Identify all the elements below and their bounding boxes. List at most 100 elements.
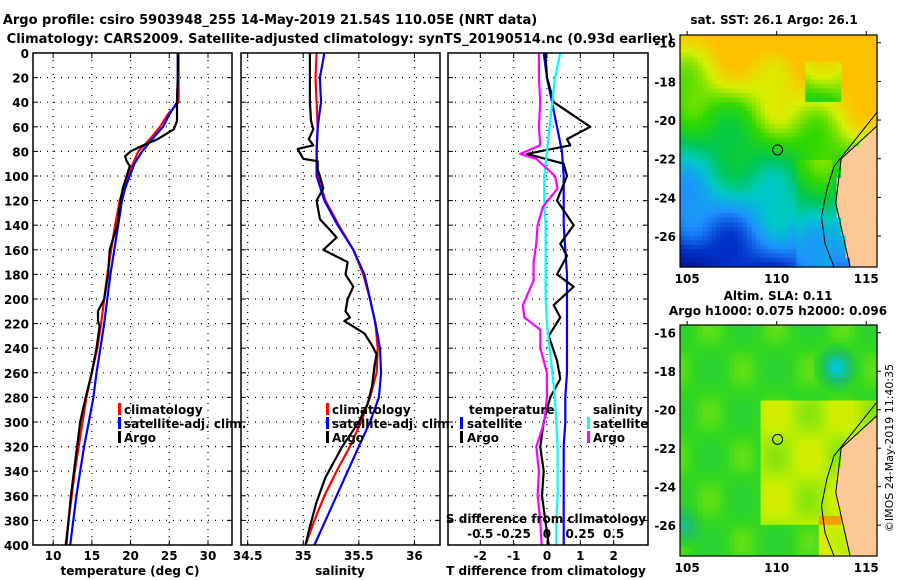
y-tick-label: 0 (21, 47, 29, 61)
credit-text: ©IMOS 24-May-2019 11:40:35 (883, 364, 896, 532)
y-tick-label: 180 (4, 268, 29, 282)
legend-label: Argo (332, 431, 364, 445)
y-tick-label: -26 (654, 519, 676, 533)
y-tick-label: -16 (654, 37, 676, 51)
legend-swatch (326, 431, 329, 443)
temperature-xlabel: temperature (deg C) (61, 564, 200, 578)
series-line-satellite-adj-clim- (313, 52, 383, 546)
coastline (835, 415, 878, 557)
x-tick-label: -1 (507, 549, 520, 563)
secondary-x-tick-label: 0 (543, 527, 551, 541)
y-tick-label: -26 (654, 230, 676, 244)
y-tick-label: 360 (4, 490, 29, 504)
sla-map-title-2: Argo h1000: 0.075 h2000: 0.096 (669, 304, 887, 318)
map-raster (680, 35, 878, 268)
legend-swatch (118, 403, 121, 415)
shelf-contour (820, 112, 878, 268)
x-tick-label: 36 (406, 549, 423, 563)
x-tick-label: 34.5 (233, 549, 263, 563)
map-frame (679, 324, 878, 557)
legend-swatch (587, 417, 590, 429)
plot-frame (447, 52, 649, 546)
x-tick-label: 10 (45, 549, 62, 563)
title-line-1: Argo profile: csiro 5903948_255 14-May-2… (3, 13, 537, 28)
y-tick-label: 280 (4, 391, 29, 405)
series-line-climatology (64, 53, 180, 546)
y-tick-label: 100 (4, 170, 29, 184)
y-tick-label: -24 (654, 481, 676, 495)
x-tick-label: 30 (200, 549, 217, 563)
y-tick-label: 260 (4, 367, 29, 381)
secondary-x-tick-label: -0.5 (467, 527, 493, 541)
series-line-argo (296, 53, 378, 546)
y-tick-label: 200 (4, 293, 29, 307)
x-tick-label: 35.5 (344, 549, 374, 563)
y-tick-label: 400 (4, 539, 29, 553)
legend-swatch (118, 431, 121, 443)
x-tick-label: 115 (854, 272, 879, 286)
legend-swatch (118, 417, 121, 429)
y-tick-label: -22 (654, 153, 676, 167)
legend-label: satellite-adj. clim. (124, 417, 246, 431)
legend-label: Argo (593, 431, 625, 445)
map-frame (679, 34, 878, 268)
y-tick-label: 140 (4, 219, 29, 233)
legend-swatch (587, 431, 590, 443)
legend-label: Argo (467, 431, 499, 445)
y-tick-label: -18 (654, 75, 676, 89)
y-tick-label: -24 (654, 191, 676, 205)
x-tick-label: 0 (543, 549, 551, 563)
y-tick-label: -22 (654, 442, 676, 456)
x-tick-label: 115 (854, 561, 879, 575)
x-tick-label: 15 (83, 549, 100, 563)
x-tick-label: 20 (122, 549, 139, 563)
secondary-x-tick-label: 0.5 (603, 527, 624, 541)
secondary-x-tick-label: -0.25 (496, 527, 531, 541)
y-tick-label: 240 (4, 342, 29, 356)
plot-frame (32, 52, 233, 546)
legend-swatch (460, 431, 463, 443)
legend-swatch (326, 417, 329, 429)
legend-swatch (460, 417, 463, 429)
salinity-xlabel: salinity (315, 564, 365, 578)
y-tick-label: 340 (4, 465, 29, 479)
y-tick-label: 380 (4, 514, 29, 528)
y-tick-label: 160 (4, 244, 29, 258)
y-tick-label: -20 (654, 404, 676, 418)
legend-label: satellite-adj. clim. (332, 417, 454, 431)
y-tick-label: 220 (4, 318, 29, 332)
sla-map-title-1: Altim. SLA: 0.11 (724, 289, 833, 303)
x-tick-label: 110 (764, 561, 789, 575)
x-tick-label: 1 (576, 549, 584, 563)
legend-label: climatology (124, 403, 203, 417)
shelf-contour (820, 401, 878, 557)
y-tick-label: 120 (4, 195, 29, 209)
y-tick-label: 40 (12, 96, 29, 110)
x-tick-label: -2 (474, 549, 487, 563)
y-tick-label: -18 (654, 365, 676, 379)
series-line-climatology (304, 52, 379, 546)
y-tick-label: 20 (12, 72, 29, 86)
sst-map-title: sat. SST: 26.1 Argo: 26.1 (690, 13, 857, 27)
x-tick-label: 35 (295, 549, 312, 563)
title-line-2: Climatology: CARS2009. Satellite-adjuste… (7, 32, 674, 47)
y-tick-label: 320 (4, 441, 29, 455)
tdiff-xlabel: T difference from climatology (446, 564, 646, 578)
y-tick-label: 80 (12, 145, 29, 159)
y-tick-label: -20 (654, 114, 676, 128)
legend-label: satellite (593, 417, 648, 431)
y-tick-label: 300 (4, 416, 29, 430)
secondary-x-tick-label: 0.25 (565, 527, 595, 541)
coastline (835, 125, 878, 268)
x-tick-label: 105 (675, 561, 700, 575)
series-line-satellite-adj-clim- (69, 53, 179, 546)
argo-float-marker (772, 433, 784, 445)
legend-group-title: temperature (469, 403, 554, 417)
map-raster (680, 325, 878, 557)
series-line-salinity-satellite (543, 52, 562, 545)
sst-map-panel: 105 110 115 -16 -18 -20 -22 -24 -26 (654, 31, 881, 286)
series-line-argo (65, 53, 179, 546)
difference-panel: -2 -1 0 1 2-0.5 -0.25 0 0.25 0.5temperaturesatel… (447, 52, 649, 563)
legend-swatch (326, 403, 329, 415)
